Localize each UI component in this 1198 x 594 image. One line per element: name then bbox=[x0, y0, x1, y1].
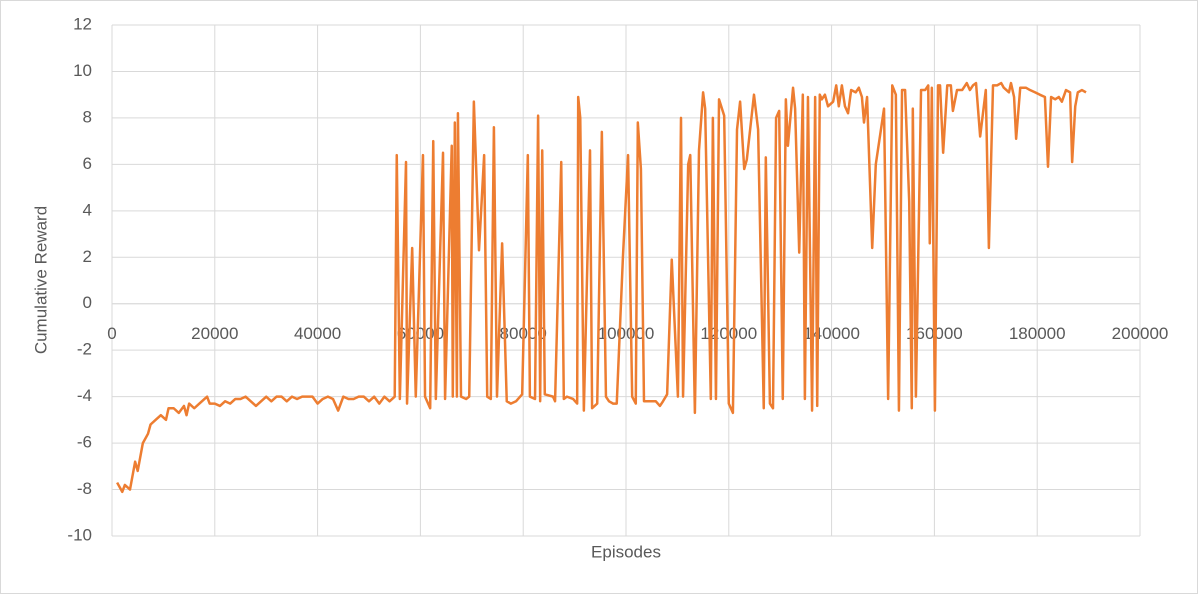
x-axis-title: Episodes bbox=[591, 542, 661, 561]
y-tick-label: -8 bbox=[77, 479, 92, 498]
y-tick-label: 12 bbox=[73, 14, 92, 33]
y-tick-label: -4 bbox=[77, 386, 92, 405]
y-tick-label: 4 bbox=[83, 200, 92, 219]
y-tick-label: -6 bbox=[77, 433, 92, 452]
y-axis-title: Cumulative Reward bbox=[31, 206, 50, 354]
y-tick-label: 6 bbox=[83, 154, 92, 173]
data-line bbox=[116, 81, 1087, 494]
x-tick-label: 100000 bbox=[598, 324, 655, 343]
y-tick-label: 2 bbox=[83, 247, 92, 266]
y-tick-label: 8 bbox=[83, 107, 92, 126]
x-tick-label: 20000 bbox=[191, 324, 238, 343]
y-tick-label: 0 bbox=[83, 293, 92, 312]
y-tick-label: -10 bbox=[67, 525, 92, 544]
x-tick-label: 40000 bbox=[294, 324, 341, 343]
y-tick-label: 10 bbox=[73, 61, 92, 80]
x-tick-label: 180000 bbox=[1009, 324, 1066, 343]
y-tick-label: -2 bbox=[77, 340, 92, 359]
x-tick-label: 0 bbox=[107, 324, 116, 343]
x-tick-label: 200000 bbox=[1112, 324, 1169, 343]
